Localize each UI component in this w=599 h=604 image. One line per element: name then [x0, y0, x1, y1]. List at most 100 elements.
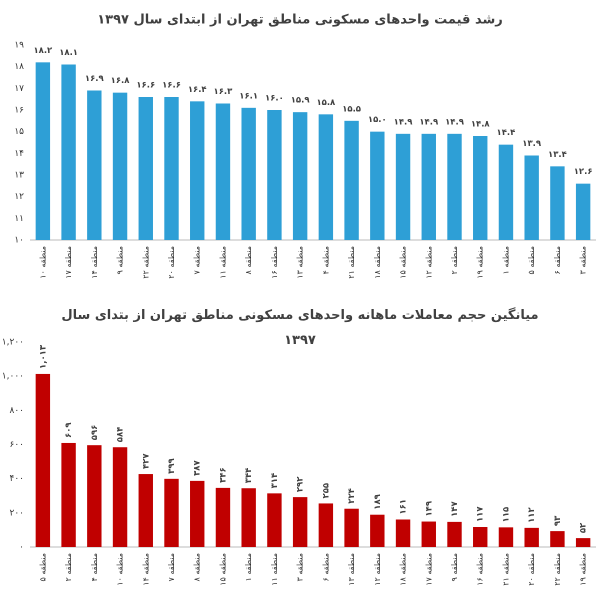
bar [164, 478, 179, 547]
x-tick-label: منطقه ۲۰ [527, 553, 536, 586]
bar [267, 110, 282, 240]
x-tick-label: منطقه ۱۴ [141, 553, 150, 586]
bar [344, 508, 359, 547]
x-tick-label: منطقه ۱۹ [579, 553, 588, 586]
value-label: ۱۱۷ [476, 506, 486, 522]
x-tick-label: منطقه ۱۱ [218, 246, 227, 279]
bar [190, 101, 205, 240]
bar [498, 527, 514, 547]
x-tick-label: منطقه ۱۱ [270, 553, 279, 586]
bar [241, 107, 256, 240]
y-tick-label: ۸۰۰ [9, 406, 24, 416]
value-label: ۹۳ [553, 515, 563, 526]
x-tick-label: منطقه ۱۳ [347, 553, 356, 586]
chart-title: رشد قیمت واحدهای مسکونی مناطق تهران از ا… [97, 13, 503, 28]
bar [87, 90, 102, 240]
x-tick-label: منطقه ۱۹ [476, 246, 485, 279]
x-tick-label: منطقه ۲ [64, 553, 73, 581]
value-label: ۵۹۶ [90, 425, 100, 441]
value-label: ۱۴.۹ [394, 117, 414, 127]
y-tick-label: ۱۱ [14, 214, 24, 224]
bar [473, 527, 488, 547]
x-tick-label: منطقه ۱۶ [270, 246, 279, 279]
value-label: ۱۳.۹ [522, 139, 542, 149]
value-label: ۱۴۹ [424, 500, 434, 516]
value-label: ۱۴.۹ [419, 117, 439, 127]
x-tick-label: منطقه ۸ [244, 246, 253, 274]
value-label: ۵۲ [579, 522, 589, 533]
bar [318, 114, 334, 240]
value-label: ۱۶.۶ [162, 81, 181, 91]
value-label: ۳۹۹ [167, 457, 177, 473]
bar [395, 519, 411, 547]
bar [344, 120, 359, 240]
bar [138, 97, 153, 240]
bar [267, 493, 282, 547]
y-tick-label: ۱۷ [14, 84, 24, 94]
value-label: ۱۶.۴ [188, 85, 207, 95]
value-label: ۱۶۱ [399, 499, 409, 515]
x-tick-label: منطقه ۱۸ [399, 553, 408, 586]
x-tick-label: منطقه ۱۰ [116, 553, 125, 586]
y-tick-label: ۱۸ [14, 62, 24, 72]
x-tick-label: منطقه ۹ [116, 246, 125, 274]
value-label: ۲۲۴ [347, 488, 357, 504]
value-label: ۱۴.۹ [445, 117, 465, 127]
x-tick-label: منطقه ۲۰ [167, 246, 176, 279]
value-label: ۱۶.۶ [136, 81, 155, 91]
value-label: ۲۹۲ [296, 476, 306, 492]
x-tick-label: منطقه ۱۷ [424, 553, 433, 586]
value-label: ۱۵.۹ [291, 96, 311, 106]
value-label: ۱,۰۱۳ [38, 344, 48, 369]
value-label: ۱۵.۸ [316, 98, 336, 108]
bar [395, 133, 411, 240]
bar [370, 131, 385, 240]
value-label: ۶۰۹ [64, 422, 74, 438]
value-label: ۱۶.۸ [111, 76, 131, 86]
bar [292, 497, 308, 547]
bar [292, 112, 308, 240]
y-tick-label: ۰ [19, 543, 24, 553]
bar [370, 514, 385, 547]
y-tick-label: ۱۴ [14, 149, 24, 159]
value-label: ۱۸۹ [373, 493, 383, 509]
value-label: ۳۴۶ [218, 467, 228, 483]
bar [215, 103, 231, 240]
x-tick-label: منطقه ۲ [450, 246, 459, 274]
x-tick-label: منطقه ۱ [244, 553, 253, 581]
value-label: ۴۲۷ [141, 453, 151, 469]
bar [447, 133, 462, 240]
bar [318, 503, 334, 547]
value-label: ۱۱۵ [501, 507, 511, 523]
x-tick-label: منطقه ۱۲ [373, 553, 382, 586]
x-tick-label: منطقه ۵ [527, 246, 536, 274]
bar [473, 136, 488, 240]
x-tick-label: منطقه ۷ [193, 246, 202, 274]
bar [575, 538, 591, 547]
y-tick-label: ۶۰۰ [9, 440, 24, 450]
x-tick-label: منطقه ۲۱ [347, 246, 356, 279]
bar [550, 166, 565, 240]
x-tick-label: منطقه ۳ [579, 246, 588, 274]
y-tick-label: ۱۲ [14, 192, 24, 202]
value-label: ۱۶.۱ [239, 91, 258, 101]
x-tick-label: منطقه ۱۲ [424, 246, 433, 279]
x-tick-label: منطقه ۱۸ [373, 246, 382, 279]
value-label: ۱۴.۸ [471, 120, 491, 130]
value-label: ۱۶.۳ [214, 87, 234, 97]
y-tick-label: ۱۳ [14, 171, 24, 181]
chart-title: میانگین حجم معاملات ماهانه واحدهای مسکون… [61, 307, 538, 348]
x-tick-label: منطقه ۲۲ [553, 553, 562, 586]
y-tick-label: ۲۰۰ [9, 508, 24, 518]
y-tick-label: ۱,۰۰۰ [2, 372, 24, 382]
x-tick-label: منطقه ۶ [553, 246, 562, 274]
value-label: ۱۵.۵ [342, 104, 361, 114]
bar [61, 64, 76, 240]
bar [421, 133, 436, 240]
bar [524, 527, 539, 547]
x-tick-label: منطقه ۲۲ [141, 246, 150, 279]
bar [215, 487, 231, 547]
x-tick-label: منطقه ۱۳ [296, 246, 305, 279]
